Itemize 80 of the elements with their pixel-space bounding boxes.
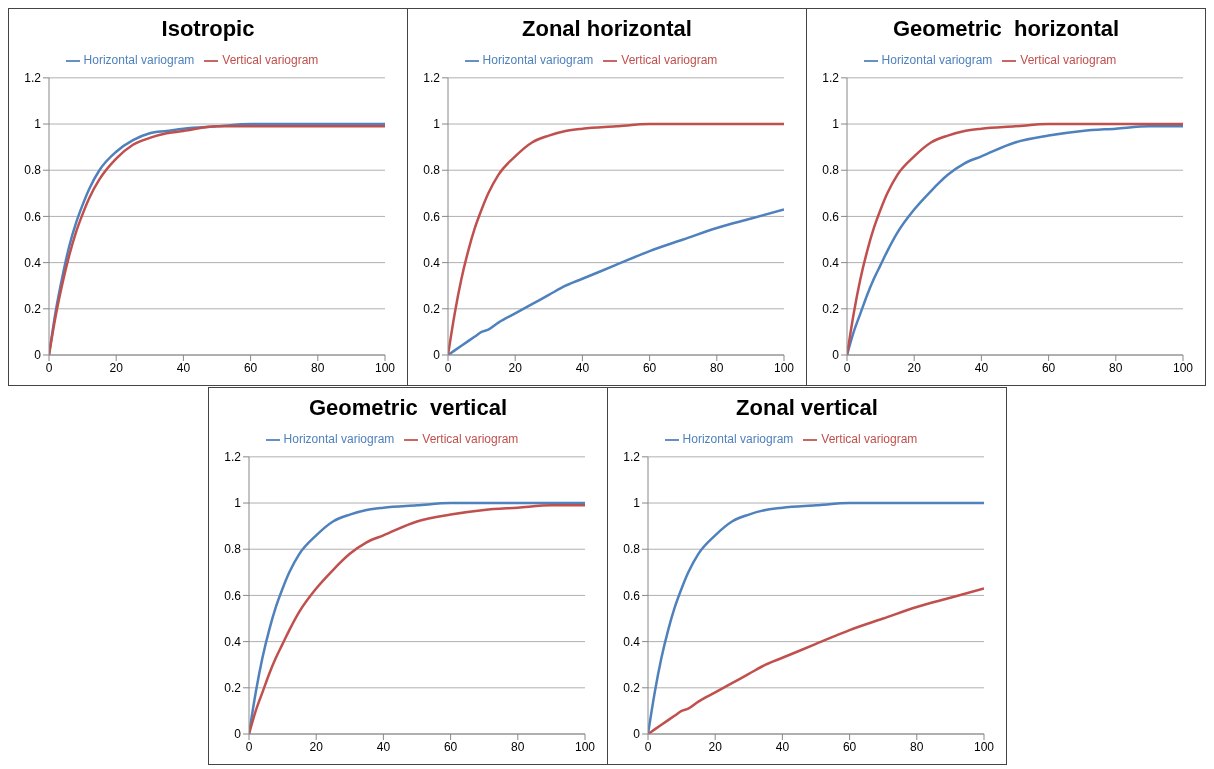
x-tick-label: 80: [311, 360, 325, 375]
chart-title: Geometric horizontal: [891, 15, 1121, 43]
y-tick-label: 0.2: [822, 302, 840, 317]
x-tick-label: 60: [243, 360, 258, 375]
x-tick-label: 40: [575, 360, 590, 375]
x-tick-label: 60: [443, 739, 458, 754]
legend-label: Horizontal variogram: [283, 432, 395, 446]
y-tick-label: 0.8: [623, 542, 641, 557]
x-tick-label: 80: [710, 360, 724, 375]
x-tick-label: 60: [642, 360, 657, 375]
chart-title: Zonal horizontal: [521, 15, 693, 43]
x-tick-label: 0: [45, 360, 53, 375]
y-tick-label: 0.6: [822, 209, 840, 224]
y-tick-label: 1: [433, 117, 441, 132]
y-tick-label: 0.4: [623, 634, 641, 649]
x-tick-label: 80: [511, 739, 525, 754]
x-tick-label: 0: [843, 360, 851, 375]
legend-label: Vertical variogram: [1020, 53, 1117, 67]
x-tick-label: 20: [109, 360, 124, 375]
y-tick-label: 0.2: [623, 681, 641, 696]
y-tick-label: 0: [633, 727, 641, 742]
legend-label: Horizontal variogram: [83, 53, 195, 67]
x-tick-label: 40: [775, 739, 790, 754]
y-tick-label: 0.4: [24, 255, 42, 270]
y-tick-label: 0: [34, 348, 42, 363]
x-tick-label: 0: [644, 739, 652, 754]
x-tick-label: 0: [444, 360, 452, 375]
chart-title: Geometric vertical: [307, 394, 509, 422]
y-tick-label: 0.4: [224, 634, 242, 649]
x-tick-label: 100: [374, 360, 396, 375]
y-tick-label: 1: [633, 496, 641, 511]
y-tick-label: 0: [433, 348, 441, 363]
x-tick-label: 20: [907, 360, 922, 375]
y-tick-label: 0.8: [423, 163, 441, 178]
y-tick-label: 0: [234, 727, 242, 742]
y-tick-label: 0.8: [822, 163, 840, 178]
y-tick-label: 1.2: [822, 71, 840, 86]
x-tick-label: 40: [176, 360, 191, 375]
legend-label: Horizontal variogram: [482, 53, 594, 67]
y-tick-label: 0.4: [423, 255, 441, 270]
legend-label: Vertical variogram: [821, 432, 918, 446]
y-tick-label: 1.2: [224, 450, 242, 465]
y-tick-label: 0.2: [224, 681, 242, 696]
y-tick-label: 1.2: [24, 71, 42, 86]
y-tick-label: 1: [832, 117, 840, 132]
y-tick-label: 0.4: [822, 255, 840, 270]
y-tick-label: 0.2: [423, 302, 441, 317]
x-tick-label: 100: [1172, 360, 1194, 375]
x-tick-label: 20: [708, 739, 723, 754]
legend-label: Horizontal variogram: [881, 53, 993, 67]
y-tick-label: 0.6: [24, 209, 42, 224]
x-tick-label: 20: [508, 360, 523, 375]
y-tick-label: 0.6: [423, 209, 441, 224]
legend-label: Horizontal variogram: [682, 432, 794, 446]
legend-label: Vertical variogram: [621, 53, 718, 67]
y-tick-label: 1: [34, 117, 42, 132]
y-tick-label: 0.6: [224, 588, 242, 603]
x-tick-label: 80: [1109, 360, 1123, 375]
x-tick-label: 60: [842, 739, 857, 754]
y-tick-label: 0.2: [24, 302, 42, 317]
chart-title: Isotropic: [160, 15, 256, 43]
x-tick-label: 0: [245, 739, 253, 754]
x-tick-label: 100: [574, 739, 596, 754]
y-tick-label: 0.8: [224, 542, 242, 557]
y-tick-label: 0.8: [24, 163, 42, 178]
y-tick-label: 0.6: [623, 588, 641, 603]
x-tick-label: 100: [973, 739, 995, 754]
x-tick-label: 40: [974, 360, 989, 375]
legend-label: Vertical variogram: [422, 432, 519, 446]
x-tick-label: 80: [910, 739, 924, 754]
x-tick-label: 20: [309, 739, 324, 754]
y-tick-label: 1: [234, 496, 242, 511]
y-tick-label: 0: [832, 348, 840, 363]
x-tick-label: 40: [376, 739, 391, 754]
legend-label: Vertical variogram: [222, 53, 319, 67]
x-tick-label: 100: [773, 360, 795, 375]
chart-title: Zonal vertical: [735, 394, 879, 422]
y-tick-label: 1.2: [623, 450, 641, 465]
x-tick-label: 60: [1041, 360, 1056, 375]
y-tick-label: 1.2: [423, 71, 441, 86]
